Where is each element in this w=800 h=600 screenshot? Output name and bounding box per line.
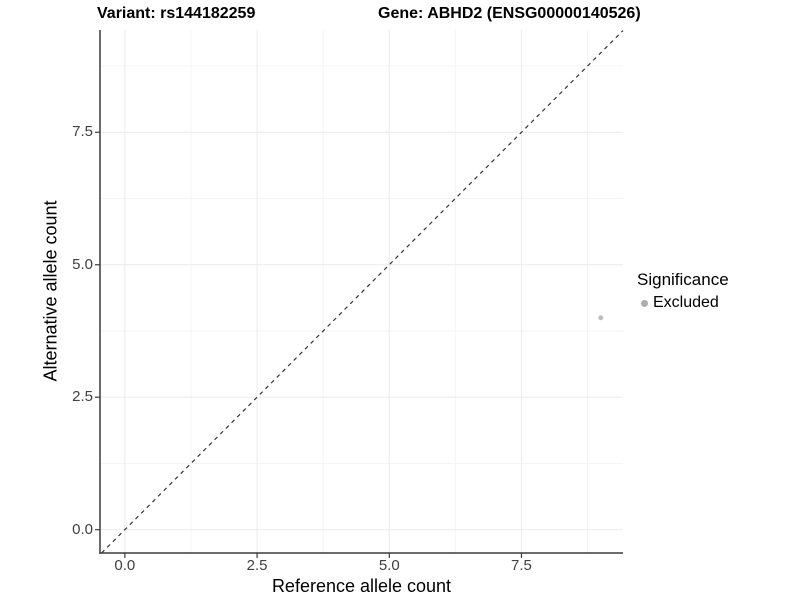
- data-point: [598, 315, 604, 321]
- x-tick-label: 7.5: [511, 557, 532, 574]
- y-axis-title: Alternative allele count: [40, 200, 61, 382]
- legend: Significance Excluded: [637, 269, 729, 313]
- legend-title: Significance: [637, 270, 729, 289]
- y-tick-label: 0.0: [72, 520, 93, 538]
- legend-entry-label: Excluded: [653, 294, 719, 311]
- legend-entry-excluded: Excluded: [641, 293, 729, 313]
- x-tick-label: 0.0: [114, 557, 136, 574]
- y-tick-label: 2.5: [72, 388, 93, 406]
- x-tick-label: 5.0: [378, 557, 400, 574]
- legend-marker-circle-icon: [641, 299, 648, 307]
- x-axis-title: Reference allele count: [271, 576, 452, 596]
- y-tick-label: 5.0: [72, 255, 93, 273]
- plot-title-gene: Gene: ABHD2 (ENSG00000140526): [378, 5, 641, 22]
- x-tick-label: 2.5: [246, 557, 268, 574]
- y-tick-label: 7.5: [72, 123, 93, 141]
- identity-line: [101, 30, 624, 554]
- plot-title-variant: Variant: rs144182259: [97, 5, 256, 22]
